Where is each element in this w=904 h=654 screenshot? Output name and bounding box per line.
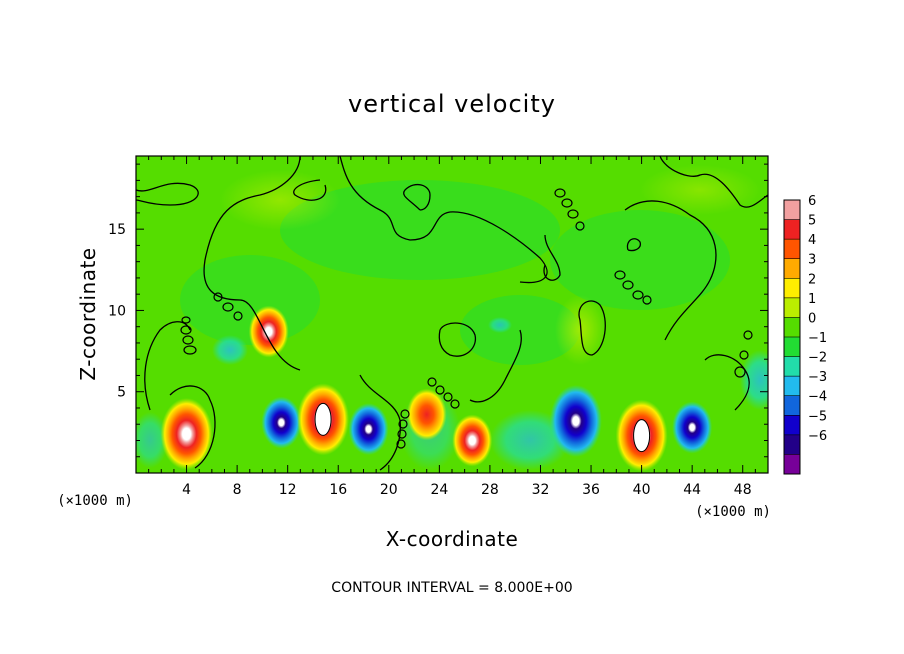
colorbar-swatch-8 (784, 356, 800, 377)
plot-area (136, 156, 768, 473)
colorbar-label-5: 1 (808, 292, 816, 307)
colorbar-label-10: −4 (808, 390, 827, 405)
velocity-cell-9 (672, 401, 713, 454)
colorbar-swatch-10 (784, 395, 800, 416)
y-tick-label-2: 15 (108, 222, 126, 238)
colorbar-label-0: 6 (808, 194, 816, 209)
colorbar-label-3: 3 (808, 253, 816, 268)
colorbar-swatch-13 (784, 454, 800, 474)
colorbar-label-12: −6 (808, 429, 827, 444)
colorbar-swatch-1 (784, 219, 800, 240)
colorbar-swatch-7 (784, 337, 800, 357)
y-axis-title: Z-coordinate (76, 247, 100, 380)
colorbar-label-7: −1 (808, 331, 827, 346)
x-tick-label-8: 36 (582, 482, 600, 498)
velocity-cell-0 (160, 397, 213, 470)
x-tick-label-0: 4 (182, 482, 191, 498)
y-tick-label-1: 10 (108, 303, 126, 319)
x-tick-label-10: 44 (683, 482, 701, 498)
y-tick-label-0: 5 (117, 385, 126, 401)
colorbar-swatch-2 (784, 239, 800, 259)
colorbar-swatch-3 (784, 258, 800, 279)
colorbar-label-9: −3 (808, 370, 827, 385)
colorbar-swatch-6 (784, 317, 800, 337)
x-tick-label-2: 12 (279, 482, 297, 498)
colorbar-swatch-9 (784, 376, 800, 396)
colorbar-swatch-5 (784, 297, 800, 318)
velocity-cell-core-8 (633, 419, 651, 453)
x-unit-label-right: (×1000 m) (695, 504, 771, 520)
x-tick-label-5: 24 (430, 482, 448, 498)
velocity-cell-6 (452, 414, 493, 467)
x-tick-label-9: 40 (633, 482, 651, 498)
colorbar-label-1: 5 (808, 214, 816, 229)
contour-lines (136, 156, 768, 471)
x-axis-title: X-coordinate (386, 527, 519, 551)
chart-title: vertical velocity (348, 90, 556, 118)
colorbar-swatch-0 (784, 200, 800, 220)
velocity-cell-7 (549, 384, 602, 457)
colorbar-swatch-4 (784, 278, 800, 298)
velocity-cell-2 (261, 396, 302, 449)
colorbar-label-4: 2 (808, 272, 816, 287)
contour-rings (180, 188, 753, 449)
colorbar-swatch-11 (784, 415, 800, 435)
contour-interval-note: CONTOUR INTERVAL = 8.000E+00 (331, 580, 572, 596)
colorbar-label-8: −2 (808, 351, 827, 366)
colorbar-label-2: 4 (808, 233, 816, 248)
x-tick-label-6: 28 (481, 482, 499, 498)
colorbar-label-11: −5 (808, 409, 827, 424)
velocity-cell-core-3 (314, 402, 332, 436)
x-tick-label-3: 16 (329, 482, 347, 498)
colorbar-swatch-12 (784, 434, 800, 455)
x-unit-label-left: (×1000 m) (57, 493, 133, 509)
x-tick-label-1: 8 (233, 482, 242, 498)
velocity-cell-4 (348, 403, 389, 456)
x-tick-label-11: 48 (734, 482, 752, 498)
colorbar: 6 5 4 3 2 1 0 −1 −2 −3 −4 −5 −6 (783, 194, 827, 475)
x-tick-label-7: 32 (532, 482, 550, 498)
velocity-cell-5 (406, 388, 447, 441)
x-tick-label-4: 20 (380, 482, 398, 498)
colorbar-label-6: 0 (808, 311, 816, 326)
